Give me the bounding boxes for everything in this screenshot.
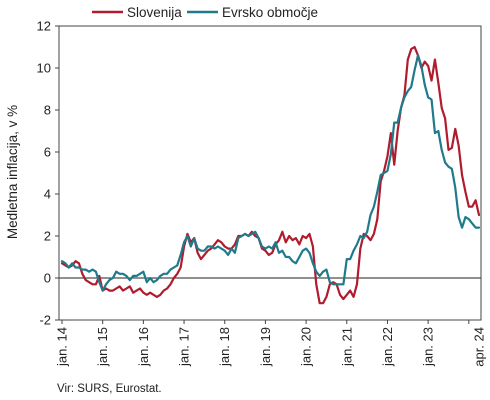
x-tick-label: jan. 20 <box>299 327 314 367</box>
y-tick-label: 10 <box>37 61 51 76</box>
x-tick-label: jan. 17 <box>177 327 192 367</box>
x-tick-label: jan. 14 <box>55 327 70 367</box>
series-line-slovenija <box>60 45 481 305</box>
y-tick-label: 6 <box>44 145 51 160</box>
y-axis-label: Medletna inflacija, v % <box>5 105 20 239</box>
y-tick-label: 8 <box>44 103 51 118</box>
x-tick-label: jan. 23 <box>421 327 436 367</box>
source-note: Vir: SURS, Eurostat. <box>57 383 162 395</box>
plot-frame <box>58 25 482 321</box>
x-tick-label: jan. 15 <box>95 327 110 367</box>
legend-label-slovenija: Slovenija <box>127 5 182 20</box>
x-tick-label: jan. 22 <box>380 327 395 367</box>
x-tick-label: jan. 21 <box>339 327 354 367</box>
x-tick-label: jan. 19 <box>258 327 273 367</box>
series-line-evrsko-obmo-je <box>60 54 481 292</box>
plot-frame-top <box>58 25 482 321</box>
y-tick-label: 12 <box>37 19 51 34</box>
x-tick-label: jan. 16 <box>136 327 151 367</box>
x-tick-label: jan. 18 <box>217 327 232 367</box>
y-tick-label: 2 <box>44 229 51 244</box>
legend: Slovenija Evrsko območje <box>92 5 318 20</box>
x-tick-label: apr. 24 <box>472 327 487 367</box>
legend-label-evrsko-obmocje: Evrsko območje <box>222 5 318 20</box>
y-tick-label: -2 <box>39 313 51 328</box>
y-tick-label: 4 <box>44 187 51 202</box>
y-tick-label: 0 <box>44 271 51 286</box>
